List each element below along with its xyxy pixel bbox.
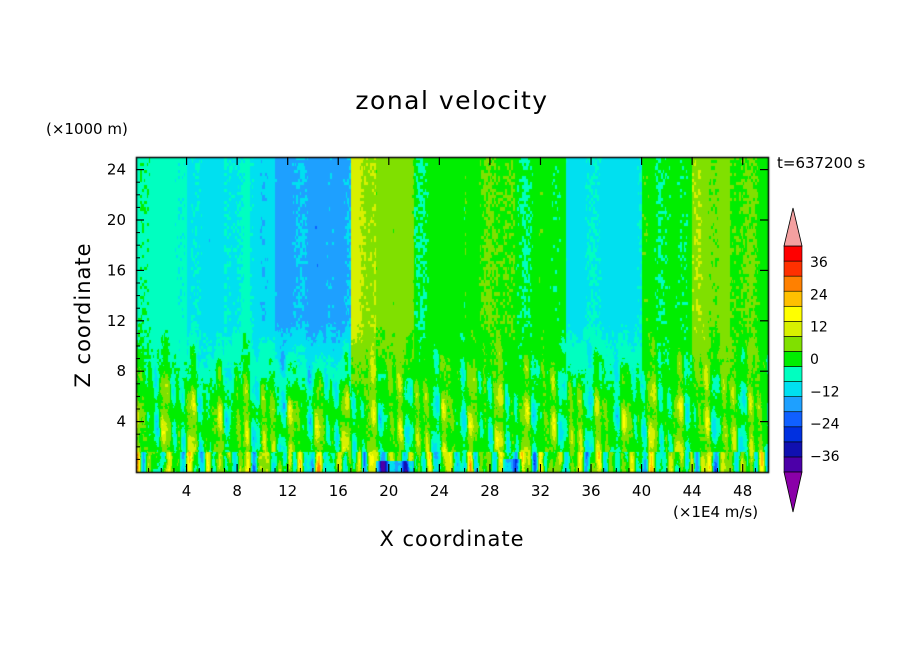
x-tick-label: 12 [278,482,297,500]
colorbar-swatch [783,456,803,473]
colorbar-tick-label: 36 [810,255,828,271]
colorbar-swatch [783,411,803,428]
colorbar-swatch [783,426,803,443]
colorbar-tick-label: 0 [810,352,819,368]
y-tick-label: 4 [116,413,126,431]
colorbar-swatch [783,396,803,413]
colorbar-tick-label: −36 [810,449,840,465]
colorbar-swatch [783,381,803,397]
colorbar-tick-label: −12 [810,384,840,400]
y-tick-label: 24 [107,161,126,179]
x-tick-label: 48 [733,482,752,500]
y-tick-label: 8 [116,362,126,380]
x-tick-label: 20 [379,482,398,500]
colorbar-swatch [783,260,803,277]
colorbar: 36 24 12 0 −12 −24 −36 [783,207,840,513]
colorbar-swatch [783,245,803,262]
x-axis-unit: (×1E4 m/s) [673,503,759,521]
colorbar-tick-label: 24 [810,287,828,303]
x-tick-label: 44 [683,482,702,500]
colorbar-over-triangle [783,207,803,247]
colorbar-swatch [783,321,803,337]
x-tick-label: 40 [632,482,651,500]
x-tick-label: 16 [329,482,348,500]
colorbar-under-triangle [783,471,803,513]
colorbar-swatch [783,290,803,307]
colorbar-swatch [783,305,803,322]
y-axis-label: Z coordinate [71,242,95,388]
x-tick-label: 8 [232,482,242,500]
colorbar-tick-label: 12 [810,320,828,336]
y-tick-label: 20 [107,211,126,229]
chart-title: zonal velocity [355,86,549,115]
x-tick-label: 4 [182,482,192,500]
x-axis-ticks: 4 8 12 16 20 24 28 32 36 40 44 48 [148,157,756,500]
colorbar-swatch [783,366,803,382]
y-tick-label: 12 [107,312,126,330]
colorbar-swatch [783,351,803,367]
x-tick-label: 24 [430,482,449,500]
x-tick-label: 36 [581,482,600,500]
x-tick-label: 28 [480,482,499,500]
time-label: t=637200 s [777,154,866,172]
y-axis-unit: (×1000 m) [46,120,128,138]
colorbar-swatch [783,336,803,352]
x-tick-label: 32 [531,482,550,500]
colorbar-swatch [783,275,803,292]
y-axis-ticks: 4 8 12 16 20 24 [107,161,768,460]
colorbar-tick-label: −24 [810,417,840,433]
x-axis-label: X coordinate [379,527,525,551]
y-tick-label: 16 [107,261,126,279]
colorbar-swatch [783,441,803,458]
